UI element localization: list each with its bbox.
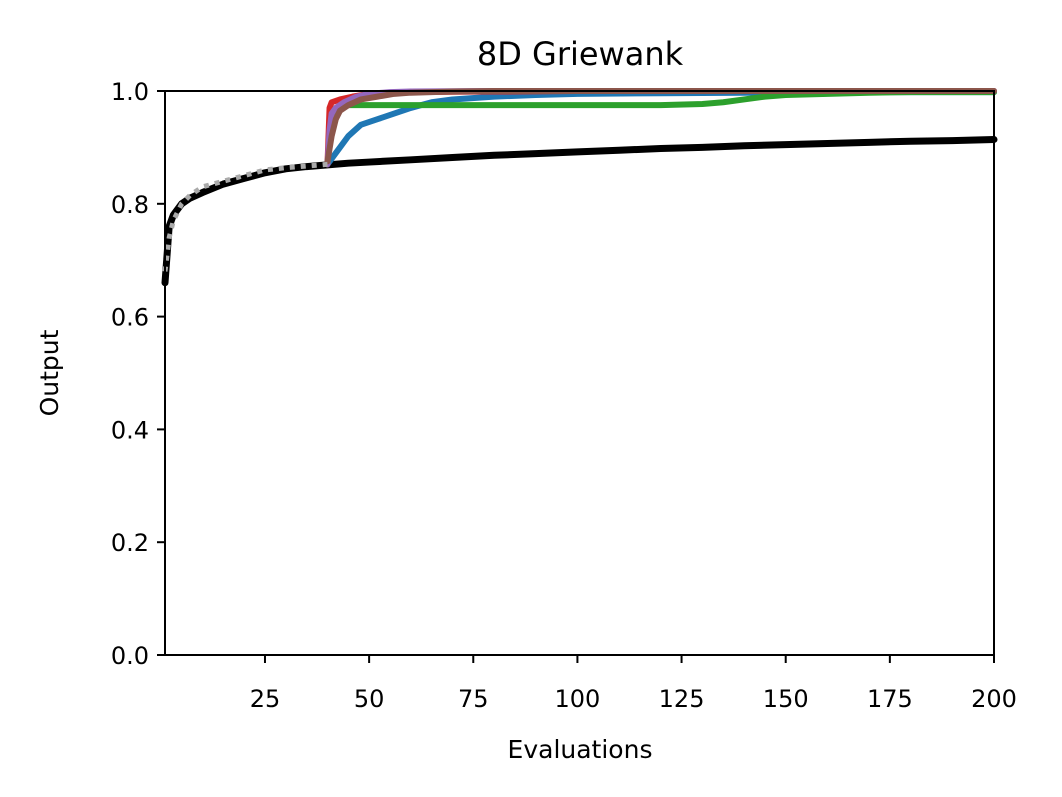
series-line-0 bbox=[161, 136, 998, 287]
axes-frame bbox=[164, 90, 995, 656]
x-tick-label: 100 bbox=[555, 685, 601, 713]
y-tick-label: 0.8 bbox=[111, 191, 149, 219]
x-tick-label: 175 bbox=[867, 685, 913, 713]
y-tick-label: 1.0 bbox=[111, 78, 149, 106]
series-line-3 bbox=[324, 89, 997, 168]
x-axis-label: Evaluations bbox=[508, 735, 653, 764]
x-tick-label: 200 bbox=[971, 685, 1017, 713]
x-axis-ticks: 25 50 75 100 125 150 175 200 bbox=[250, 655, 1017, 713]
x-tick-label: 25 bbox=[250, 685, 281, 713]
x-tick-label: 150 bbox=[763, 685, 809, 713]
y-axis-ticks: 0.0 0.2 0.4 0.6 0.8 1.0 bbox=[111, 78, 165, 670]
y-tick-label: 0.0 bbox=[111, 642, 149, 670]
x-tick-label: 125 bbox=[659, 685, 705, 713]
x-tick-label: 50 bbox=[354, 685, 385, 713]
x-tick-label: 75 bbox=[458, 685, 489, 713]
plot-area bbox=[161, 88, 998, 656]
series-layer bbox=[161, 88, 998, 287]
series-line-1 bbox=[162, 161, 328, 272]
y-tick-label: 0.2 bbox=[111, 529, 149, 557]
y-axis-label: Output bbox=[35, 329, 64, 416]
y-tick-label: 0.4 bbox=[111, 416, 149, 444]
chart-title: 8D Griewank bbox=[477, 35, 684, 73]
y-tick-label: 0.6 bbox=[111, 304, 149, 332]
